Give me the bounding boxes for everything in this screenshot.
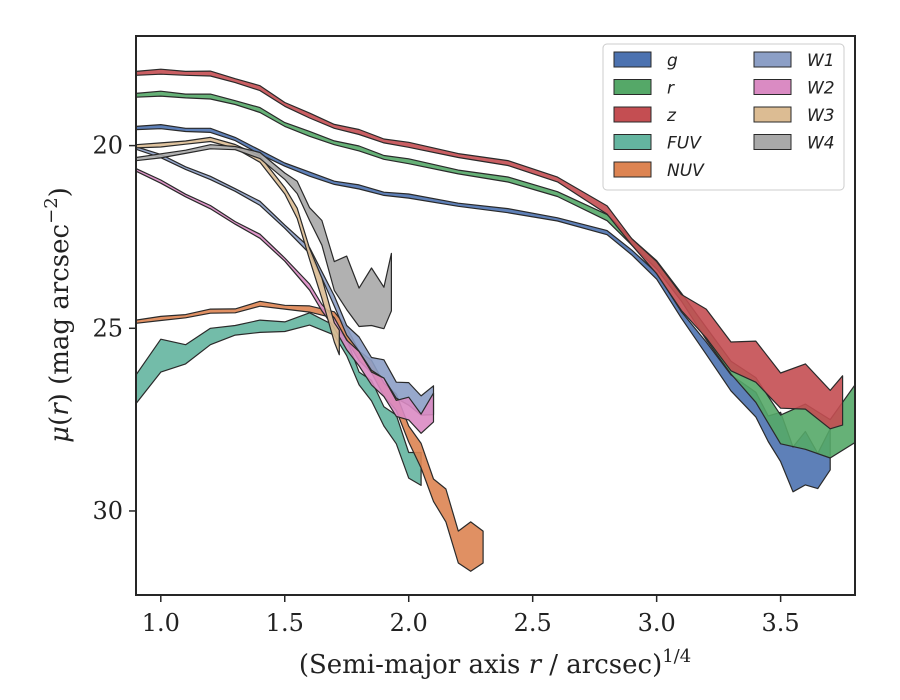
x-tick-label: 1.0	[142, 609, 180, 637]
x-axis: 1.0 1.5 2.0 2.5 3.0 3.5	[142, 595, 800, 637]
x-axis-label: (Semi-major axis r / arcsec)1/4	[299, 646, 691, 680]
legend-swatch-fuv	[613, 134, 652, 150]
legend-swatch-w1	[753, 51, 792, 68]
y-axis-label-paren-close: )	[45, 393, 75, 403]
series-band-w4	[136, 144, 392, 330]
x-tick-label: 2.0	[390, 609, 428, 637]
y-tick-label: 25	[92, 314, 123, 342]
legend-label-r: r	[667, 79, 675, 99]
legend-label-fuv: FUV	[667, 134, 702, 154]
y-axis-label-var: r	[45, 402, 75, 416]
y-axis-label-close: )	[45, 187, 75, 197]
legend-swatch-w3	[753, 106, 792, 123]
legend-label-z: z	[666, 106, 677, 126]
x-tick-label: 3.5	[762, 609, 800, 637]
x-axis-label-main: (Semi-major axis	[299, 650, 529, 680]
legend-swatch-nuv	[613, 161, 652, 178]
y-tick-label: 30	[92, 497, 123, 525]
legend-label-w4: W4	[807, 134, 835, 154]
series-band-fuv	[136, 312, 422, 486]
y-tick-label: 20	[92, 132, 123, 160]
plot-frame	[135, 35, 856, 596]
x-tick-label: 3.0	[638, 609, 676, 637]
legend-label-w3: W3	[807, 106, 835, 126]
series-band-w3	[136, 136, 340, 356]
x-axis-label-tail: / arcsec)	[541, 650, 662, 680]
series-band-w2	[136, 168, 435, 434]
x-axis-label-var: r	[529, 650, 543, 680]
legend-swatch-r	[613, 79, 652, 95]
series-band-r	[136, 90, 855, 459]
series-band-nuv	[136, 300, 484, 572]
x-tick-label: 1.5	[266, 609, 304, 637]
y-axis-label-tail: (mag arcsec	[45, 224, 75, 393]
series-band-g	[136, 123, 831, 493]
y-axis-label-mu: μ	[45, 426, 75, 443]
y-axis-label-exponent: −2	[41, 197, 62, 224]
legend-label-w2: W2	[807, 79, 835, 99]
y-axis: 20 25 30	[92, 132, 136, 525]
legend-label-nuv: NUV	[667, 161, 705, 181]
legend-swatch-z	[613, 106, 652, 123]
x-axis-label-exponent: 1/4	[662, 646, 691, 667]
x-tick-label: 2.5	[514, 609, 552, 637]
legend-swatch-g	[613, 51, 652, 68]
legend-label-w1: W1	[807, 51, 835, 71]
legend-swatch-w2	[753, 79, 792, 95]
plot-area	[136, 68, 855, 572]
y-axis-label-paren-open: (	[45, 416, 75, 426]
legend-swatch-w4	[753, 134, 792, 150]
legend: grz FUV NUV W1 W2 W3 W4	[602, 43, 845, 191]
y-axis-label: μ(r) (mag arcsec−2)	[41, 187, 75, 443]
series-band-z	[136, 68, 844, 430]
legend-label-g: g	[667, 51, 678, 71]
